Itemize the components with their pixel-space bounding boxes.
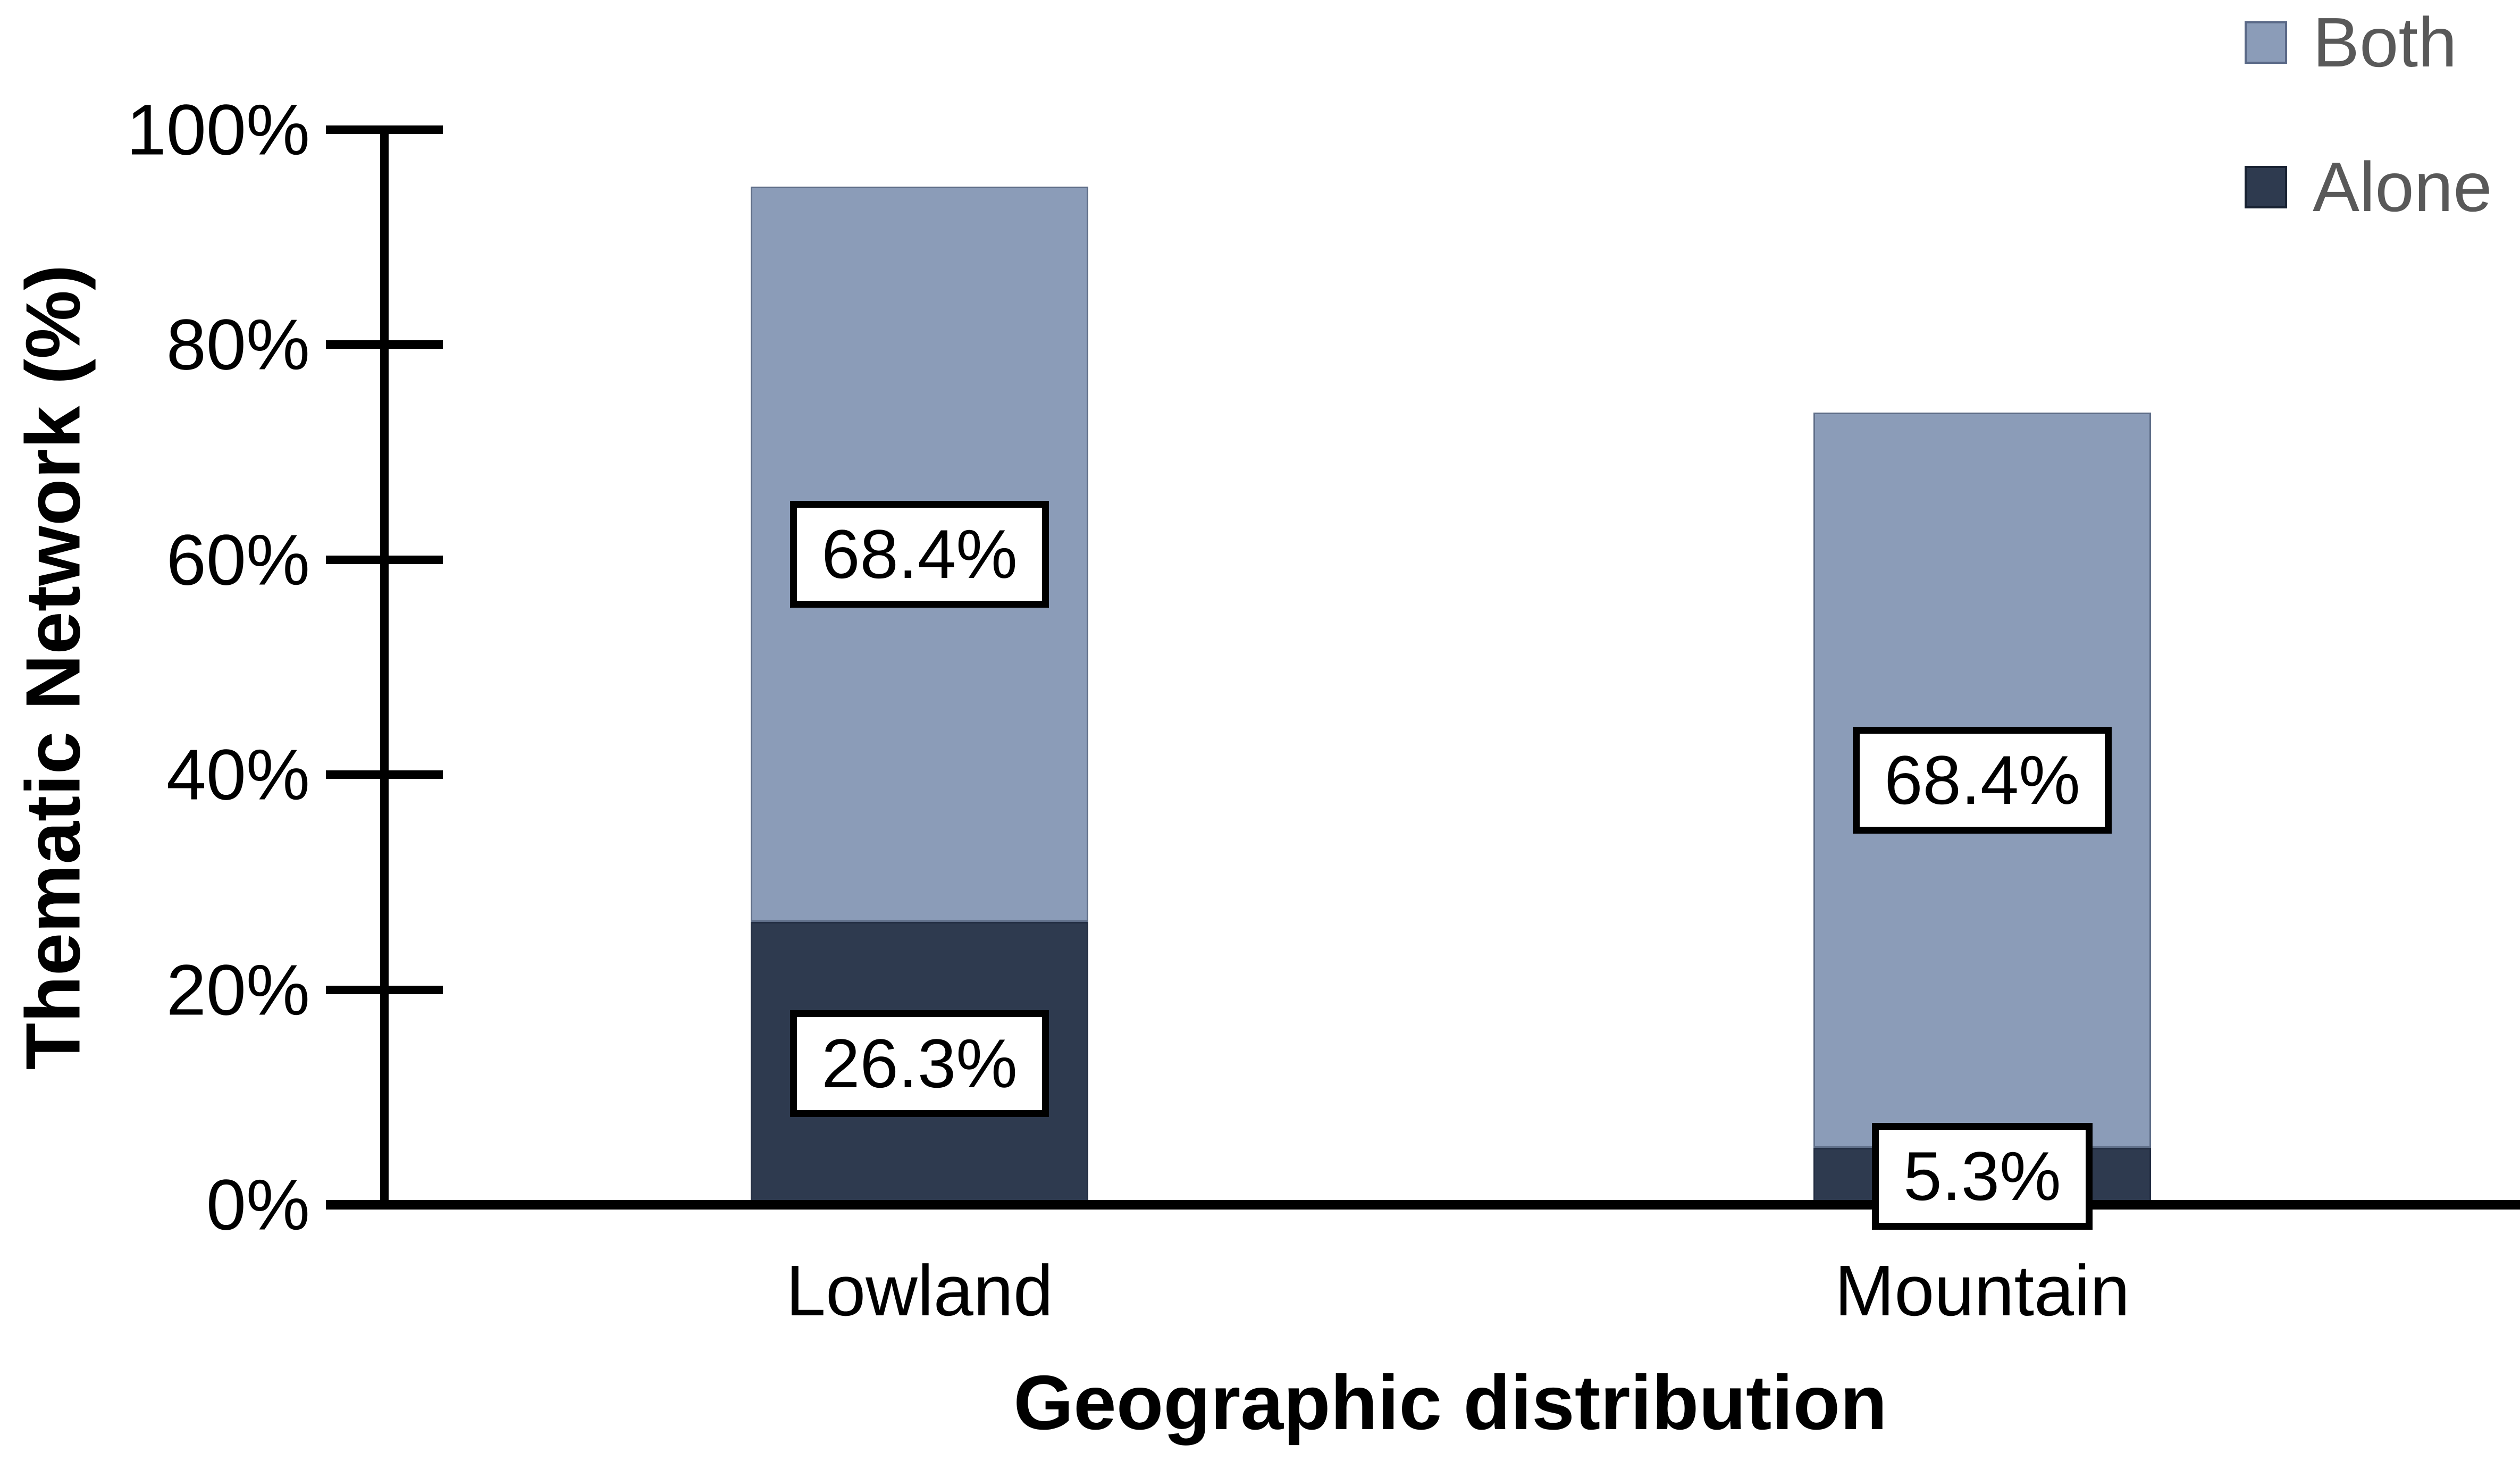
bar-segment-both-mountain: 68.4% <box>1813 412 2151 1148</box>
y-tick-label: 100% <box>126 89 310 170</box>
bar-mountain: 5.3% 68.4% <box>1813 412 2151 1230</box>
y-tick-label: 20% <box>166 950 310 1030</box>
x-axis-title: Geographic distribution <box>1013 1359 1887 1446</box>
data-label-both-lowland: 68.4% <box>790 501 1049 608</box>
y-tick-mark <box>326 770 443 779</box>
legend-swatch-alone-icon <box>2245 166 2287 208</box>
y-tick-label: 80% <box>166 304 310 385</box>
bar-lowland: 26.3% 68.4% <box>751 187 1088 1205</box>
legend-item-both: Both <box>2245 7 2457 78</box>
category-label-lowland: Lowland <box>786 1250 1053 1331</box>
legend-label-both: Both <box>2313 3 2457 81</box>
bar-segment-both-lowland: 68.4% <box>751 187 1088 922</box>
legend-item-alone: Alone <box>2245 152 2492 222</box>
data-label-both-mountain: 68.4% <box>1853 726 2112 834</box>
y-axis-line <box>380 125 389 1210</box>
y-tick-label: 40% <box>166 734 310 815</box>
data-label-alone-mountain: 5.3% <box>1872 1122 2093 1230</box>
y-tick-label: 0% <box>206 1164 310 1245</box>
legend-swatch-both-icon <box>2245 21 2287 64</box>
y-tick-mark <box>326 125 443 134</box>
legend-label-alone: Alone <box>2313 148 2492 226</box>
bar-segment-alone-lowland: 26.3% <box>751 922 1088 1205</box>
data-label-alone-lowland: 26.3% <box>790 1010 1049 1117</box>
y-axis-title: Thematic Network (%) <box>10 264 96 1070</box>
category-label-mountain: Mountain <box>1834 1250 2130 1331</box>
y-tick-mark <box>326 985 443 994</box>
y-tick-mark <box>326 340 443 349</box>
x-axis-baseline <box>326 1200 2520 1210</box>
bar-segment-alone-mountain: 5.3% <box>1813 1122 2151 1230</box>
y-tick-mark <box>326 555 443 564</box>
y-tick-label: 60% <box>166 519 310 600</box>
